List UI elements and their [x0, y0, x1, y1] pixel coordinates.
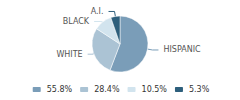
svg-text:28.4%: 28.4%: [94, 85, 120, 94]
svg-text:5.3%: 5.3%: [189, 85, 210, 94]
svg-text:10.5%: 10.5%: [142, 85, 168, 94]
svg-text:WHITE: WHITE: [56, 50, 82, 59]
svg-text:55.8%: 55.8%: [47, 85, 73, 94]
svg-text:BLACK: BLACK: [63, 17, 90, 26]
svg-text:A.I.: A.I.: [91, 7, 104, 16]
svg-text:HISPANIC: HISPANIC: [163, 45, 201, 54]
